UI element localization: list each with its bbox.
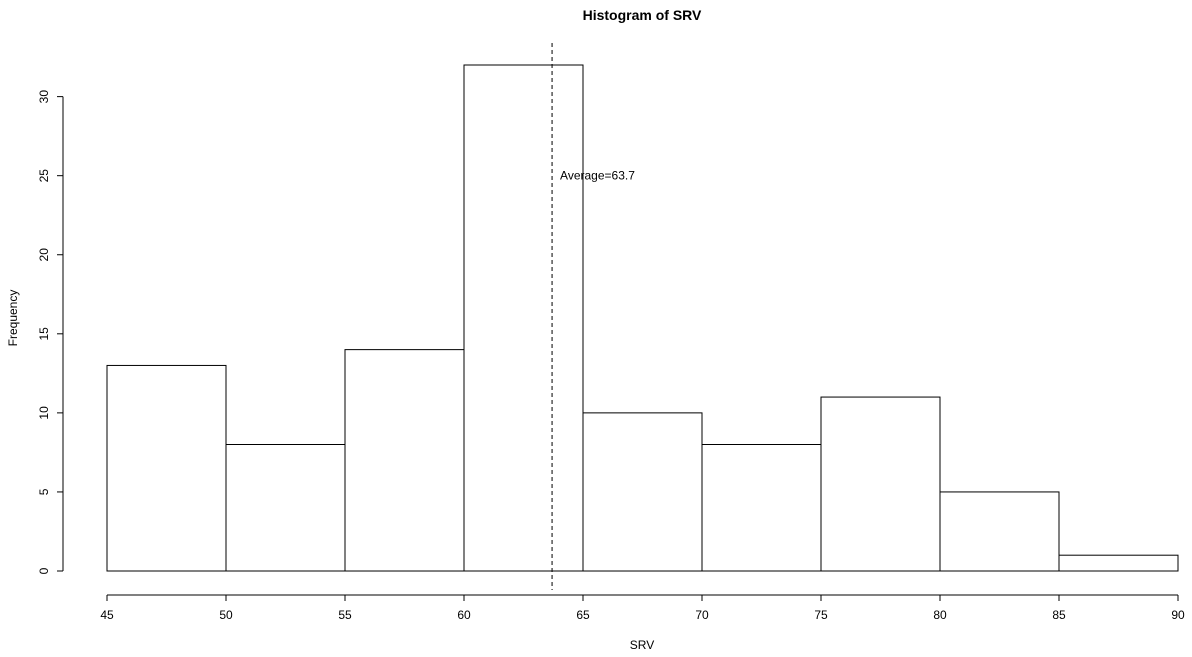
histogram-bar [1058,554,1179,572]
x-axis: 45 50 55 60 65 70 75 80 85 90 [100,594,1185,622]
y-tick-label: 10 [37,406,51,420]
x-tick-label: 80 [933,608,947,622]
x-axis-label: SRV [630,638,654,652]
histogram-bar [820,396,941,572]
y-tick-label: 5 [37,488,51,495]
y-tick-label: 0 [37,567,51,574]
bars-layer [106,64,1179,572]
mean-annotation: Average=63.7 [560,169,635,183]
x-tick-label: 60 [457,608,471,622]
histogram-bar [463,64,584,572]
histogram-bar [701,444,822,572]
y-tick-label: 25 [37,169,51,183]
y-axis-label: Frequency [6,290,20,347]
x-tick-label: 65 [576,608,590,622]
histogram-bar [344,349,465,572]
x-tick-label: 55 [338,608,352,622]
y-tick-label: 30 [37,90,51,104]
x-tick-label: 75 [814,608,828,622]
x-tick-label: 70 [695,608,709,622]
y-axis: 0 5 10 15 20 25 30 [37,90,64,574]
histogram-bar [106,364,227,572]
histogram-bar [939,491,1060,572]
y-tick-label: 20 [37,248,51,262]
histogram-bar [225,444,346,572]
histogram-bar [582,412,703,572]
x-tick-label: 45 [100,608,114,622]
chart-title: Histogram of SRV [583,7,702,23]
y-tick-label: 15 [37,327,51,341]
x-tick-label: 50 [219,608,233,622]
x-tick-label: 85 [1052,608,1066,622]
x-tick-label: 90 [1171,608,1185,622]
